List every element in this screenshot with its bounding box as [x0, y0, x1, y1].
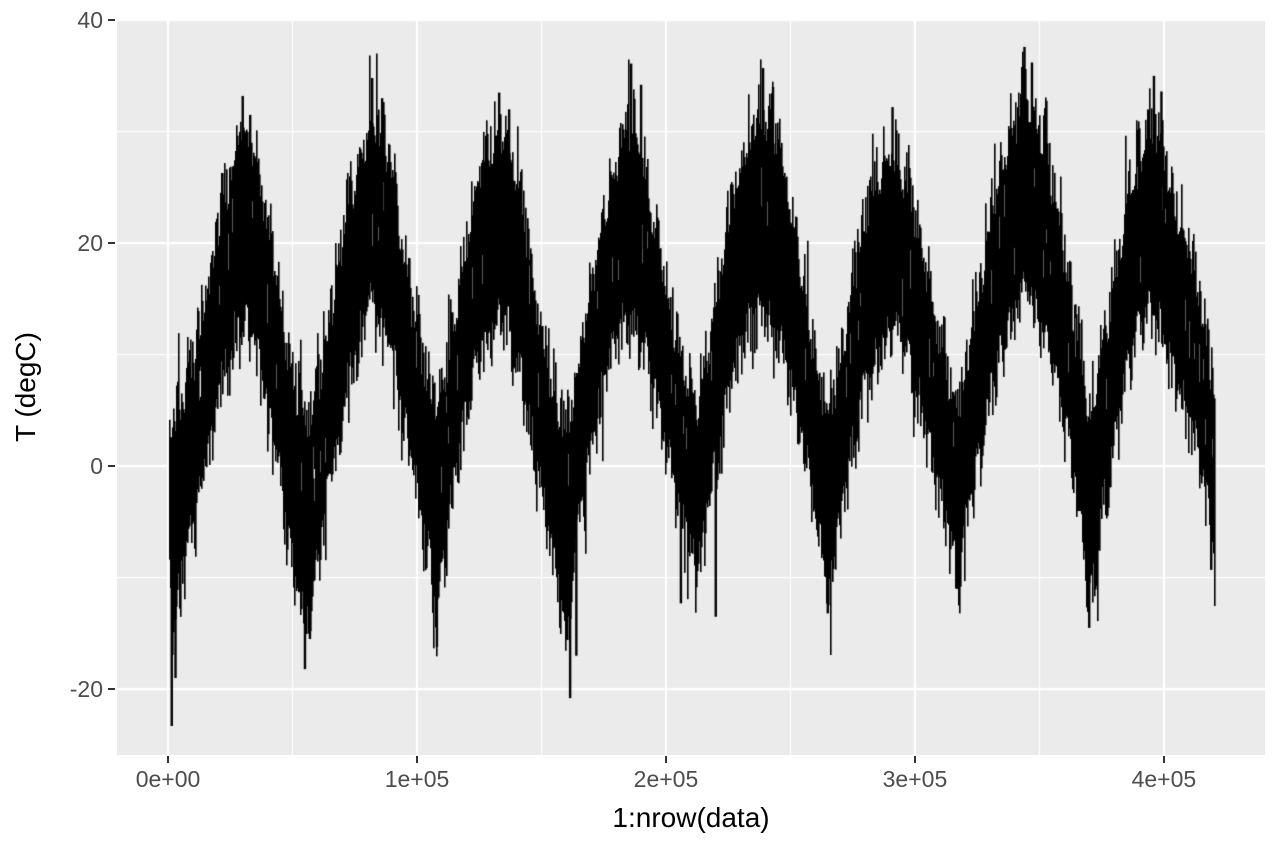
y-axis-tick-label: -20 [69, 675, 103, 702]
y-axis-tick-mark [108, 18, 115, 22]
x-axis-tick-mark [664, 756, 668, 763]
y-axis-tick-label: 0 [90, 452, 103, 479]
plot-panel [117, 19, 1265, 755]
y-axis-tick-label: 40 [77, 6, 103, 33]
x-axis-tick-mark [913, 756, 917, 763]
y-axis-tick-label: 20 [77, 229, 103, 256]
y-axis-tick-mark [108, 464, 115, 468]
y-axis-tick-mark [108, 687, 115, 691]
x-axis-tick-label: 1e+05 [384, 766, 450, 792]
temperature-series-canvas [117, 19, 1265, 755]
y-axis-tick-mark [108, 241, 115, 245]
x-axis-tick-mark [1162, 756, 1166, 763]
x-axis-tick-mark [166, 756, 170, 763]
x-axis-tick-label: 3e+05 [882, 766, 948, 792]
x-axis-title: 1:nrow(data) [612, 802, 770, 833]
x-axis-tick-label: 2e+05 [633, 766, 699, 792]
x-axis-tick-mark [415, 756, 419, 763]
x-axis-tick-label: 4e+05 [1131, 766, 1197, 792]
y-axis-title: T (degC) [10, 332, 41, 442]
x-axis-tick-label: 0e+00 [135, 766, 201, 792]
